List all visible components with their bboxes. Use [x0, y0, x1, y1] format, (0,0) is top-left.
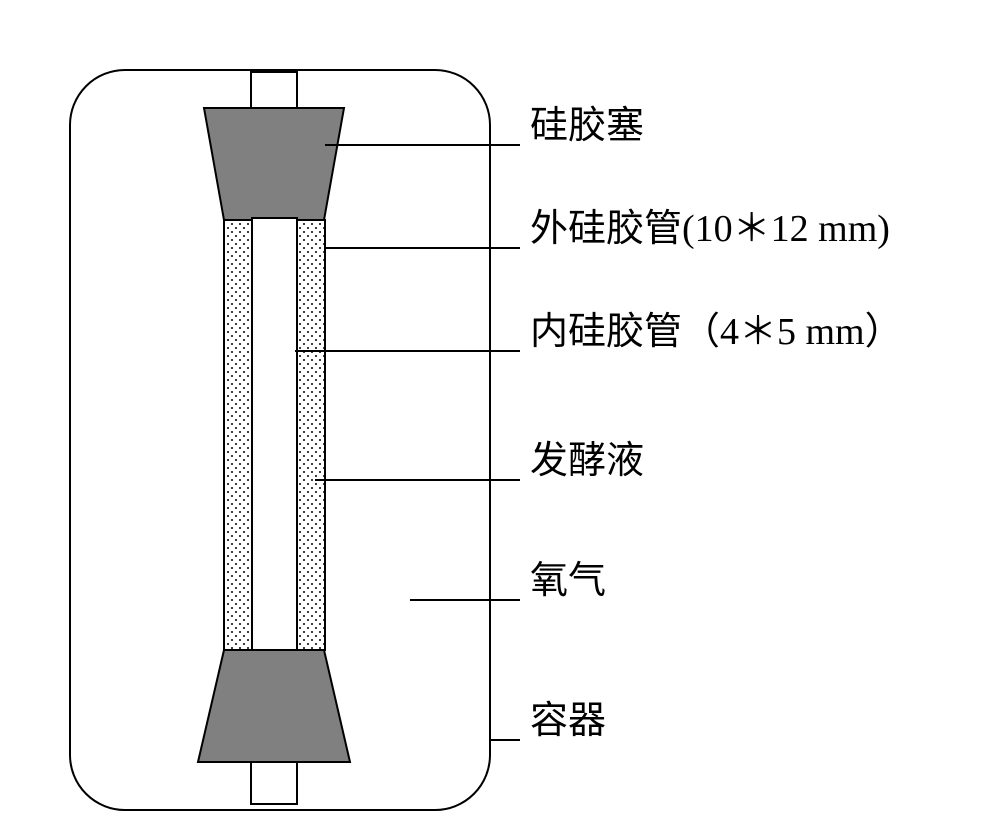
outer-tube-right-wall	[297, 220, 325, 650]
inner-tube	[252, 218, 297, 652]
label-silicone-stopper: 硅胶塞	[530, 94, 644, 149]
label-text: 氧气	[530, 549, 606, 604]
bottom-stopper	[198, 650, 350, 762]
apparatus-svg	[30, 30, 530, 830]
label-text: 外硅胶管(10＊12 mm)	[530, 197, 890, 252]
top-stub	[251, 72, 297, 110]
label-oxygen: 氧气	[530, 549, 606, 604]
label-text: 内硅胶管（4＊5 mm）	[530, 300, 903, 355]
label-container: 容器	[530, 689, 606, 744]
label-text: 发酵液	[530, 429, 644, 484]
diagram-area	[30, 30, 490, 800]
label-inner-silicone-tube: 内硅胶管（4＊5 mm）	[530, 300, 903, 355]
top-stopper	[204, 108, 344, 220]
label-fermentation-liquid: 发酵液	[530, 429, 644, 484]
label-outer-silicone-tube: 外硅胶管(10＊12 mm)	[530, 197, 890, 252]
outer-tube-left-wall	[224, 220, 252, 650]
bottom-stub	[251, 762, 297, 804]
label-text: 硅胶塞	[530, 94, 644, 149]
label-text: 容器	[530, 689, 606, 744]
